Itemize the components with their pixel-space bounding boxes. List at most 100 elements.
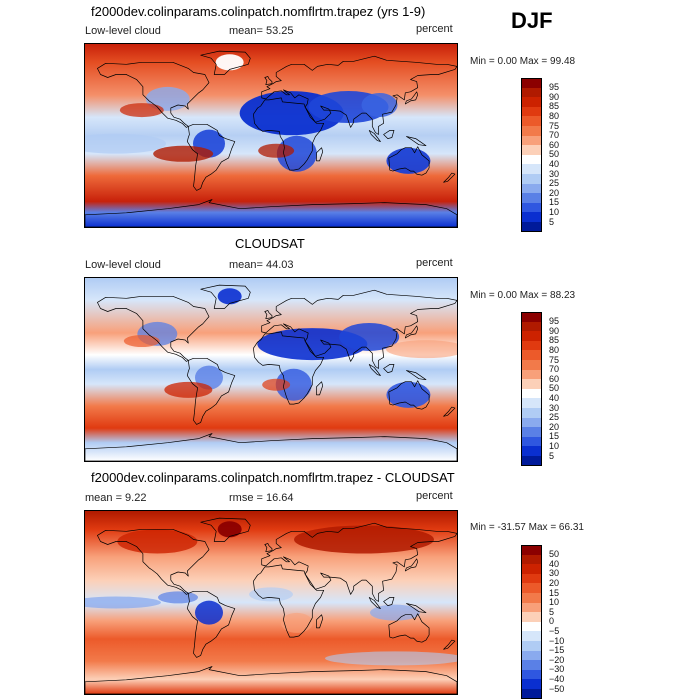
colorbar-tick-label: 5 (549, 606, 555, 617)
panel-1-minmax: Min = 0.00 Max = 99.48 (470, 56, 576, 67)
colorbar-swatch (521, 398, 542, 409)
colorbar-tick-label: 5 (549, 216, 555, 227)
colorbar-tick-label: 30 (549, 168, 560, 179)
panel-2-map (84, 277, 458, 462)
panel-3-map-field (85, 511, 457, 694)
colorbar-swatch (521, 360, 542, 371)
colorbar-swatch (521, 408, 542, 419)
colorbar-swatch (521, 379, 542, 390)
panel-2-map-field (85, 278, 457, 461)
colorbar-tick-label: 60 (549, 373, 560, 384)
panel-2-minmax: Min = 0.00 Max = 88.23 (470, 290, 576, 301)
colorbar-tick-label: 5 (549, 450, 555, 461)
panel-2-units: percent (416, 257, 453, 269)
colorbar-tick-label: −20 (549, 654, 565, 665)
colorbar-tick-label: 90 (549, 91, 560, 102)
colorbar-tick-label: −10 (549, 635, 565, 646)
panel-1-units: percent (416, 23, 453, 35)
colorbar-tick-label: −40 (549, 673, 565, 684)
colorbar-swatch (521, 164, 542, 175)
colorbar-tick-label: 10 (549, 597, 560, 608)
colorbar-tick-label: 30 (549, 402, 560, 413)
colorbar-swatch (521, 145, 542, 156)
colorbar-swatch (521, 669, 542, 680)
colorbar-swatch (521, 350, 542, 361)
colorbar-tick-label: 40 (549, 158, 560, 169)
colorbar-tick-label: −50 (549, 683, 565, 694)
panel-3-mean: mean = 9.22 (85, 492, 147, 504)
colorbar-tick-label: 10 (549, 206, 560, 217)
colorbar-swatch (521, 621, 542, 632)
season-label: DJF (511, 8, 553, 33)
colorbar-swatch (521, 331, 542, 342)
panel-2-mean: mean= 44.03 (229, 259, 294, 271)
colorbar-tick-label: 90 (549, 325, 560, 336)
colorbar-tick-label: 40 (549, 392, 560, 403)
colorbar-tick-label: 50 (549, 549, 560, 560)
colorbar-swatch (521, 340, 542, 351)
colorbar-tick-label: 40 (549, 558, 560, 569)
colorbar-swatch (521, 154, 542, 165)
colorbar-tick-label: 80 (549, 344, 560, 355)
colorbar-swatch (521, 456, 542, 467)
colorbar-tick-label: 85 (549, 101, 560, 112)
colorbar-tick-label: 15 (549, 431, 560, 442)
panel-2-variable-label: Low-level cloud (85, 259, 161, 271)
colorbar-swatch (521, 116, 542, 127)
panel-3-map (84, 510, 458, 695)
colorbar-tick-label: 20 (549, 187, 560, 198)
colorbar-tick-label: 25 (549, 178, 560, 189)
colorbar-tick-label: 70 (549, 364, 560, 375)
colorbar-tick-label: 15 (549, 587, 560, 598)
colorbar-tick-label: 75 (549, 354, 560, 365)
colorbar-swatch (521, 369, 542, 380)
colorbar-swatch (521, 321, 542, 332)
colorbar-tick-label: 25 (549, 412, 560, 423)
colorbar-swatch (521, 573, 542, 584)
colorbar-swatch (521, 583, 542, 594)
colorbar-swatch (521, 78, 542, 89)
colorbar-swatch (521, 650, 542, 661)
colorbar-tick-label: 85 (549, 335, 560, 346)
panel-3-minmax: Min = -31.57 Max = 66.31 (470, 522, 584, 533)
colorbar-swatch (521, 126, 542, 137)
colorbar-swatch (521, 545, 542, 556)
colorbar-swatch (521, 612, 542, 623)
colorbar-swatch (521, 660, 542, 671)
panel-3-units: percent (416, 490, 453, 502)
colorbar-swatch (521, 679, 542, 690)
colorbar-swatch (521, 87, 542, 98)
colorbar-tick-label: 50 (549, 149, 560, 160)
colorbar-swatch (521, 593, 542, 604)
colorbar-tick-label: 50 (549, 383, 560, 394)
colorbar-tick-label: 15 (549, 197, 560, 208)
colorbar-tick-label: 60 (549, 139, 560, 150)
panel-1-mean: mean= 53.25 (229, 25, 294, 37)
colorbar-tick-label: 20 (549, 421, 560, 432)
panel-1-map-field (85, 44, 457, 227)
colorbar-tick-label: 10 (549, 440, 560, 451)
colorbar-swatch (521, 436, 542, 447)
colorbar-swatch (521, 641, 542, 652)
panel-3-title: f2000dev.colinparams.colinpatch.nomflrtm… (91, 470, 455, 485)
panel-3-rmse: rmse = 16.64 (229, 492, 294, 504)
colorbar-swatch (521, 183, 542, 194)
colorbar-tick-label: 95 (549, 316, 560, 327)
colorbar-swatch (521, 602, 542, 613)
colorbar-swatch (521, 312, 542, 323)
colorbar-swatch (521, 446, 542, 457)
colorbar-swatch (521, 417, 542, 428)
colorbar-tick-label: −30 (549, 664, 565, 675)
colorbar-swatch (521, 631, 542, 642)
colorbar-swatch (521, 193, 542, 204)
panel-1-title: f2000dev.colinparams.colinpatch.nomflrtm… (91, 4, 426, 19)
colorbar-swatch (521, 689, 542, 700)
colorbar-tick-label: 95 (549, 82, 560, 93)
colorbar-swatch (521, 427, 542, 438)
panel-2-title: CLOUDSAT (235, 236, 305, 251)
colorbar-swatch (521, 388, 542, 399)
panel-1-map (84, 43, 458, 228)
colorbar-swatch (521, 202, 542, 213)
colorbar-swatch (521, 97, 542, 108)
colorbar-swatch (521, 222, 542, 233)
